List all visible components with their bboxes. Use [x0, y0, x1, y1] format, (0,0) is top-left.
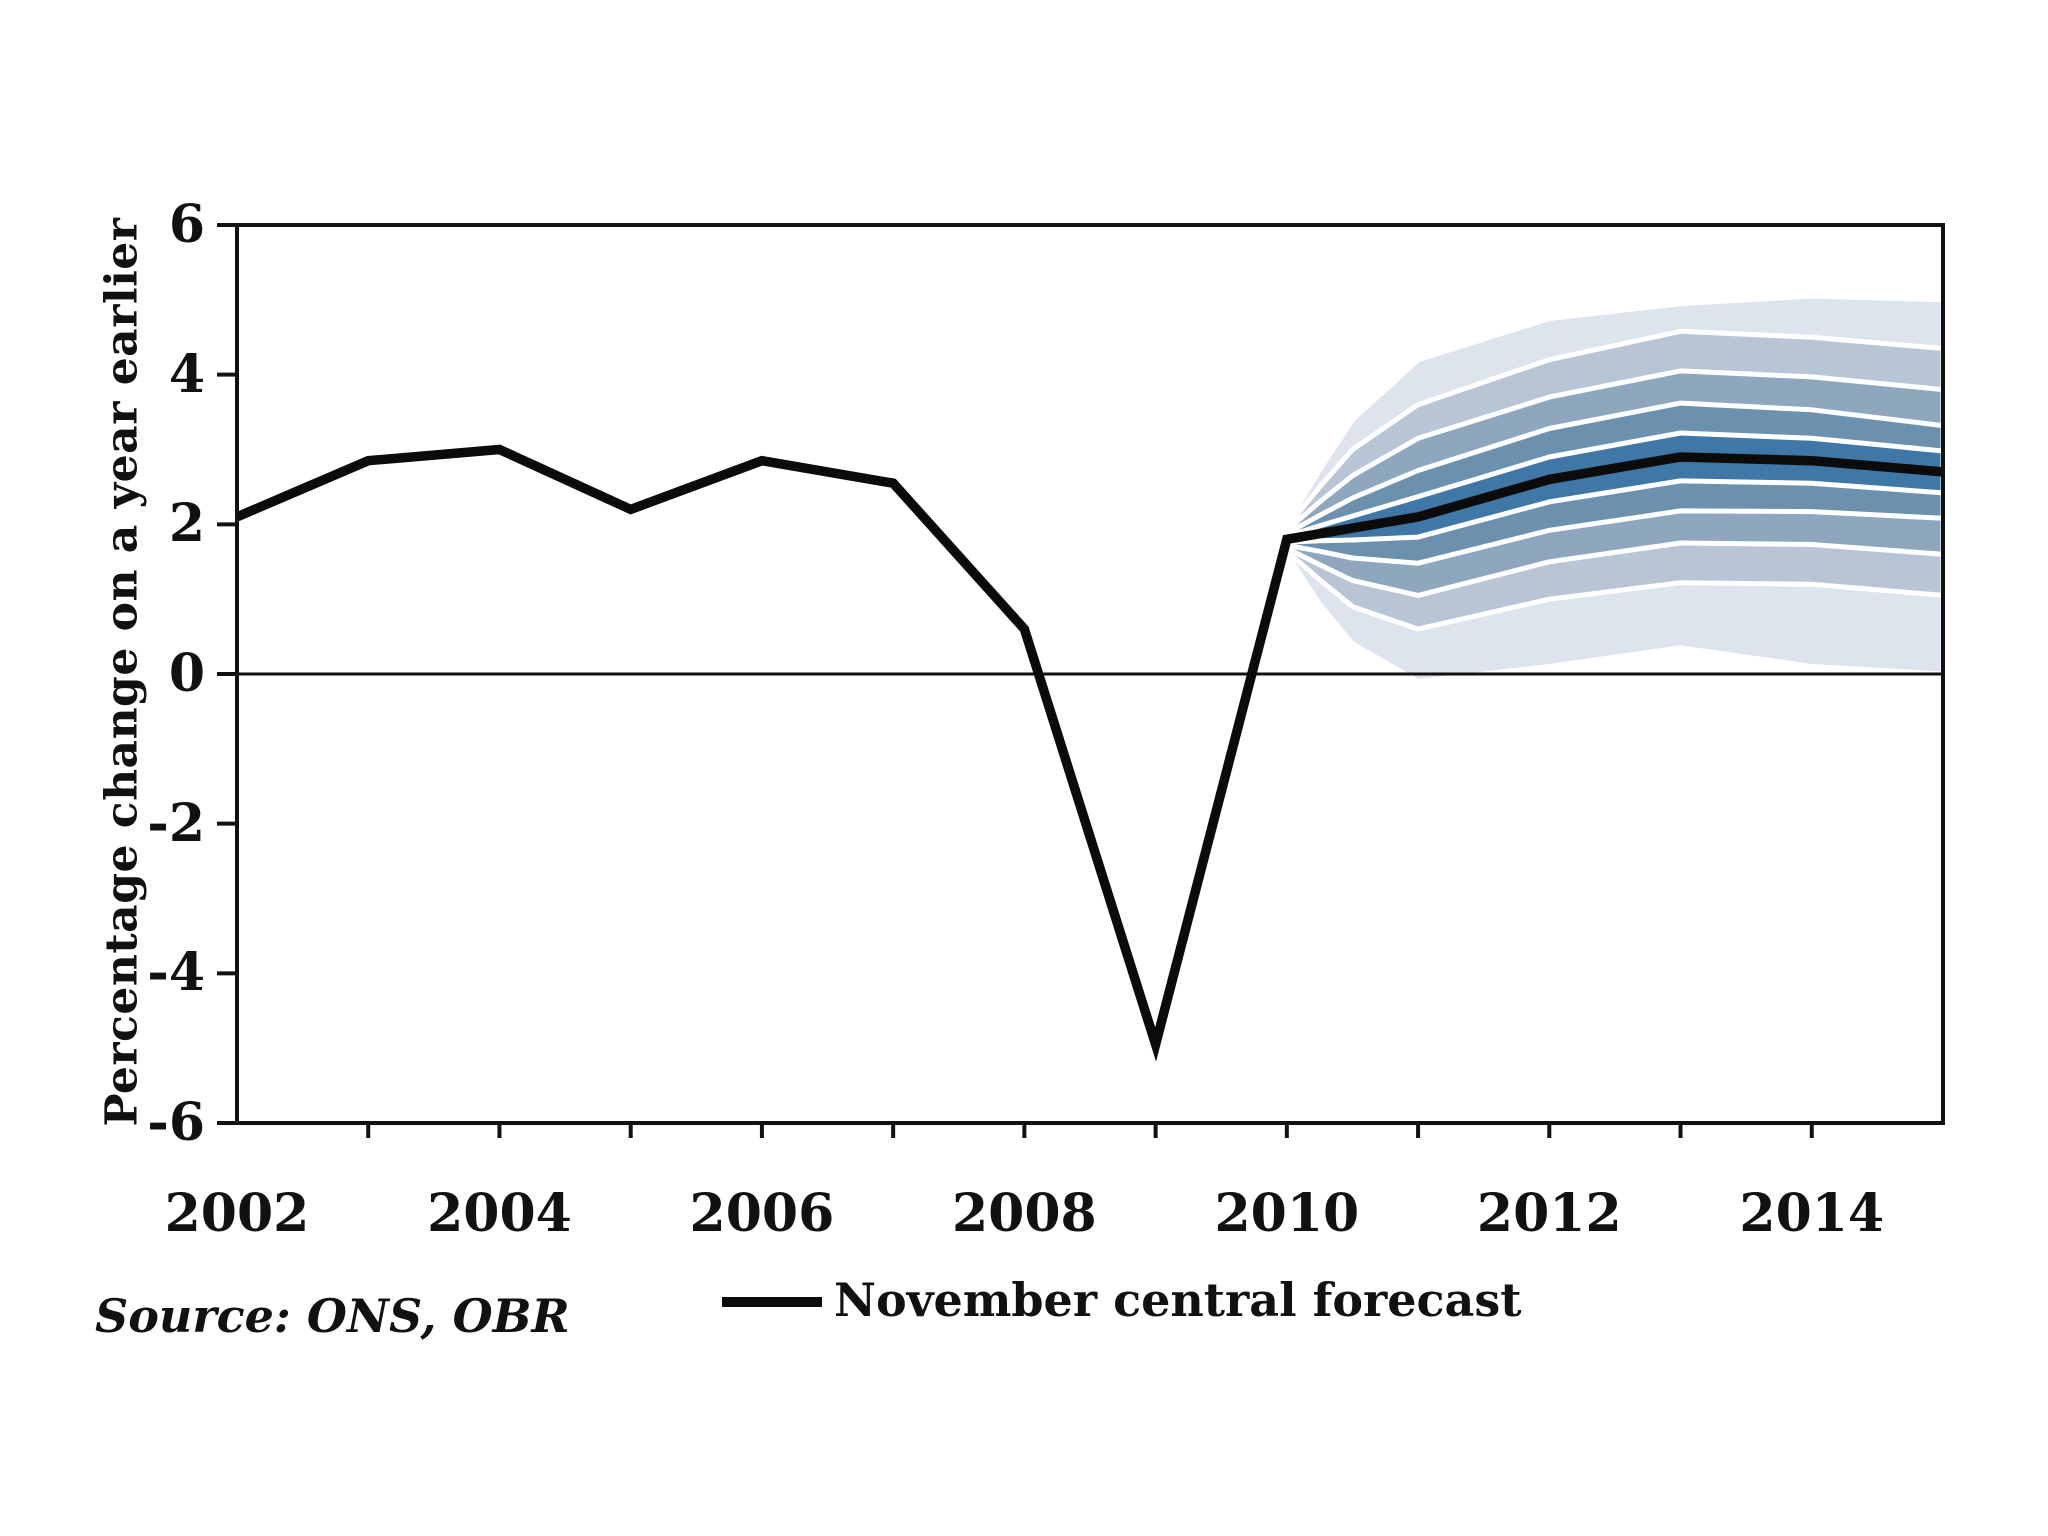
x-tick-label: 2002	[164, 1183, 310, 1244]
x-tick-label: 2010	[1214, 1183, 1360, 1244]
x-tick-label: 2008	[952, 1183, 1097, 1244]
y-tick-label: 6	[168, 194, 205, 255]
y-tick-label: -6	[147, 1092, 205, 1153]
y-tick-label: 2	[168, 493, 205, 555]
source-note: Source: ONS, OBR	[95, 1289, 570, 1343]
x-tick-label: 2006	[689, 1183, 835, 1244]
y-tick-label: 4	[168, 343, 205, 405]
plot-border	[235, 223, 1945, 1125]
legend-line-swatch	[722, 1297, 822, 1307]
y-tick-label: -4	[147, 942, 205, 1004]
x-tick-label: 2004	[427, 1183, 572, 1244]
legend: November central forecast	[722, 1271, 1522, 1329]
y-tick-label: -2	[147, 792, 205, 854]
y-tick-label: 0	[168, 643, 205, 704]
x-tick-label: 2012	[1476, 1183, 1622, 1244]
x-tick-label: 2014	[1739, 1183, 1885, 1244]
legend-label: November central forecast	[834, 1273, 1522, 1327]
central-forecast-line	[237, 444, 1943, 1062]
